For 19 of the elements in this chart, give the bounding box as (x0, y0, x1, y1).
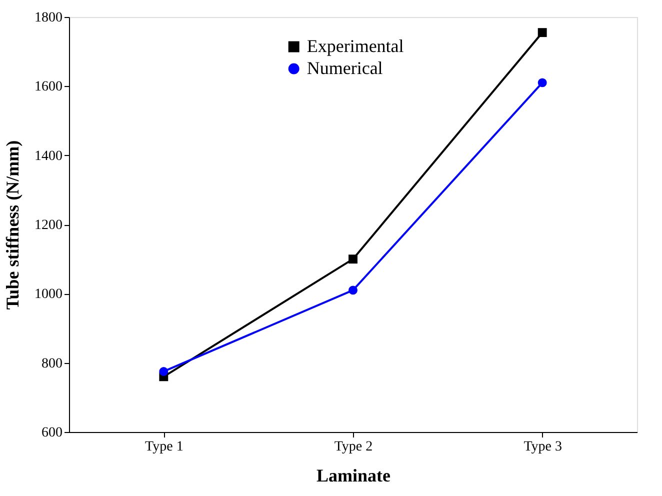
y-tick-label: 800 (42, 356, 62, 372)
point (538, 78, 547, 88)
y-tick-label: 1400 (34, 148, 62, 164)
y-tick-label: 1200 (34, 218, 62, 233)
point (348, 254, 358, 264)
y-tick-label: 1000 (34, 287, 62, 302)
x-tick-label: Type 3 (524, 440, 562, 454)
y-tick-label: 600 (42, 426, 62, 440)
point (348, 286, 358, 295)
x-axis-title: Laminate (316, 466, 391, 486)
y-tick-label: 1800 (34, 10, 62, 26)
y-axis-title: Tube stiffness (N/mm) (2, 140, 22, 310)
x-tick-label: Type 1 (145, 440, 184, 454)
legend-label: Experimental (306, 36, 404, 56)
point (538, 28, 547, 38)
y-tick-label: 1600 (34, 80, 62, 95)
point (159, 367, 168, 376)
x-tick-label: Type 2 (334, 440, 373, 454)
legend-label: Numerical (306, 58, 383, 78)
